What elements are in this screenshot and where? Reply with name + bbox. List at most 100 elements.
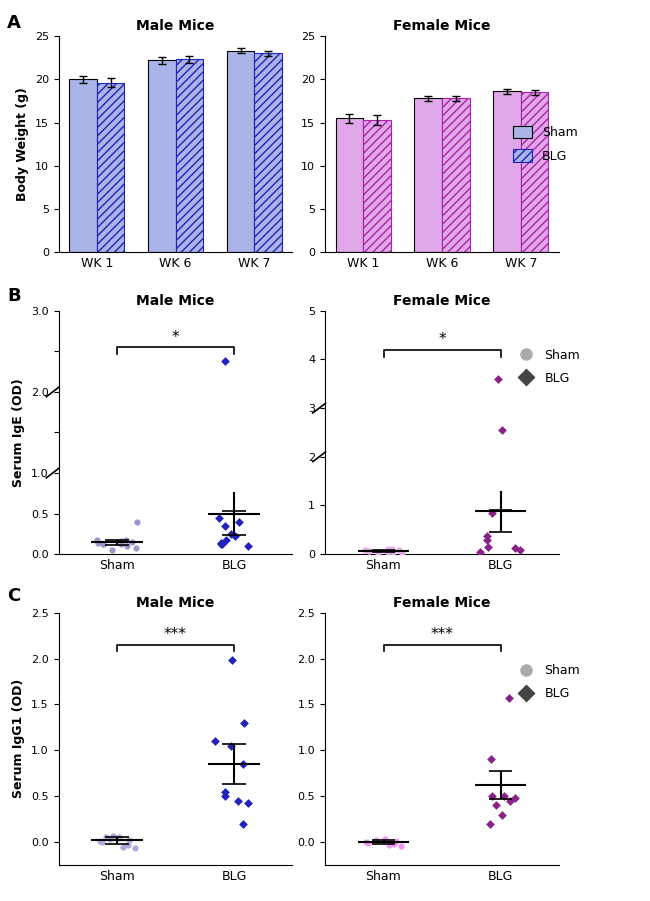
Bar (254, 53, 282, 252)
Point (380, 832, 391, 846)
Point (220, 518, 230, 532)
Point (382, 544, 393, 559)
Y-axis label: Serum IgE (OD): Serum IgE (OD) (12, 378, 25, 487)
Legend: Sham, BLG: Sham, BLG (514, 349, 580, 385)
Text: B: B (7, 287, 21, 305)
Point (359, 543, 370, 558)
Point (373, 546, 384, 560)
Title: Male Mice: Male Mice (136, 20, 214, 33)
Point (388, 545, 398, 560)
Point (391, 834, 401, 849)
Point (98, 536, 108, 551)
Point (127, 534, 138, 549)
Bar (148, 60, 176, 252)
Point (475, 544, 486, 559)
Point (510, 542, 520, 556)
Point (226, 739, 236, 753)
Point (387, 542, 397, 556)
Point (483, 540, 493, 554)
Point (105, 832, 115, 846)
Point (116, 537, 126, 551)
Point (120, 533, 131, 548)
Point (122, 539, 132, 553)
Title: Female Mice: Female Mice (393, 20, 491, 33)
Point (122, 838, 133, 852)
Point (486, 752, 497, 767)
Point (92, 532, 102, 547)
Point (230, 529, 240, 543)
Point (233, 794, 243, 808)
Point (216, 537, 227, 551)
Legend: Sham, BLG: Sham, BLG (514, 125, 578, 163)
Title: Male Mice: Male Mice (136, 596, 214, 610)
Point (493, 372, 503, 387)
Point (98, 537, 108, 551)
Point (108, 828, 118, 842)
Point (394, 542, 404, 557)
Title: Female Mice: Female Mice (393, 295, 491, 308)
Bar (363, 120, 391, 252)
Text: *: * (438, 332, 446, 348)
Point (371, 833, 382, 848)
Bar (442, 98, 469, 252)
Point (497, 807, 508, 822)
Point (233, 514, 244, 529)
Point (114, 829, 124, 843)
Point (227, 653, 237, 668)
Point (499, 789, 510, 804)
Point (226, 526, 237, 541)
Bar (335, 118, 363, 252)
Bar (69, 79, 97, 252)
Point (215, 535, 226, 550)
Point (243, 796, 254, 811)
Point (97, 835, 107, 850)
Point (487, 789, 497, 804)
Point (237, 757, 248, 771)
Point (214, 510, 224, 524)
Point (239, 715, 250, 730)
Point (491, 798, 502, 813)
Bar (176, 59, 203, 252)
Legend: Sham, BLG: Sham, BLG (514, 664, 580, 700)
Point (515, 543, 525, 558)
Point (124, 833, 135, 848)
Point (107, 542, 117, 557)
Point (220, 785, 230, 799)
Y-axis label: Body Weight (g): Body Weight (g) (16, 87, 29, 201)
Bar (415, 98, 442, 252)
Bar (521, 92, 549, 252)
Point (220, 354, 231, 369)
Text: ***: *** (430, 627, 454, 642)
Point (482, 528, 492, 542)
Point (504, 794, 515, 808)
Point (116, 534, 127, 549)
Point (364, 544, 374, 559)
Point (114, 831, 124, 845)
Bar (227, 50, 254, 252)
Title: Female Mice: Female Mice (393, 596, 491, 610)
Point (101, 830, 111, 844)
Point (497, 423, 507, 437)
Point (383, 542, 393, 557)
Point (510, 791, 520, 805)
Point (487, 505, 497, 520)
Point (396, 839, 406, 853)
Point (131, 541, 141, 555)
Point (210, 734, 220, 749)
Point (220, 532, 231, 547)
Bar (97, 83, 124, 252)
Point (482, 532, 492, 547)
Text: ***: *** (164, 627, 187, 642)
Bar (493, 91, 521, 252)
Point (220, 789, 231, 804)
Point (389, 837, 399, 851)
Text: A: A (7, 14, 21, 32)
Point (238, 816, 248, 831)
Point (384, 838, 395, 852)
Point (397, 545, 408, 560)
Point (504, 691, 514, 705)
Point (118, 840, 128, 854)
Point (364, 543, 374, 558)
Point (484, 816, 495, 831)
Point (93, 535, 103, 550)
